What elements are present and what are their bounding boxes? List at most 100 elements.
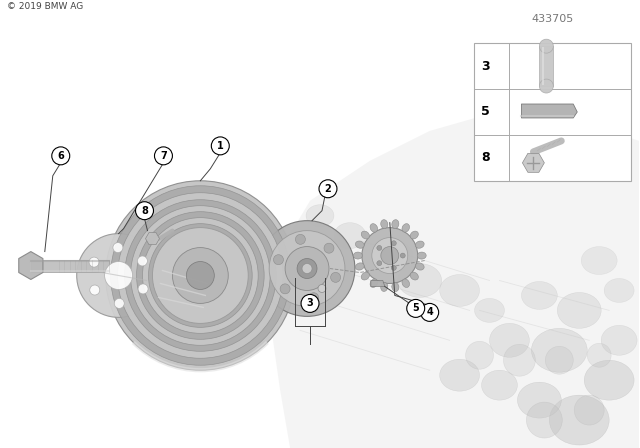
- Circle shape: [331, 272, 340, 282]
- Circle shape: [588, 343, 611, 367]
- Circle shape: [465, 341, 493, 369]
- Circle shape: [90, 285, 100, 295]
- Ellipse shape: [531, 328, 588, 372]
- Ellipse shape: [604, 279, 634, 302]
- Ellipse shape: [392, 220, 399, 228]
- Ellipse shape: [377, 241, 413, 270]
- Circle shape: [301, 294, 319, 312]
- Text: 5: 5: [481, 105, 490, 118]
- Ellipse shape: [381, 283, 388, 292]
- Circle shape: [77, 233, 161, 317]
- Circle shape: [391, 241, 396, 246]
- Circle shape: [296, 234, 305, 244]
- Circle shape: [269, 231, 345, 306]
- Circle shape: [297, 258, 317, 279]
- Circle shape: [381, 246, 399, 264]
- Ellipse shape: [601, 325, 637, 355]
- Ellipse shape: [417, 252, 426, 259]
- Circle shape: [148, 224, 252, 327]
- Ellipse shape: [557, 293, 601, 328]
- Circle shape: [111, 186, 290, 365]
- Ellipse shape: [381, 220, 388, 228]
- Text: 2: 2: [324, 184, 332, 194]
- Polygon shape: [145, 233, 159, 245]
- Text: 7: 7: [160, 151, 167, 161]
- Ellipse shape: [517, 382, 561, 418]
- Bar: [540, 46, 554, 86]
- Circle shape: [273, 255, 284, 265]
- Text: 3: 3: [481, 60, 490, 73]
- Circle shape: [545, 346, 573, 374]
- Polygon shape: [371, 280, 385, 286]
- Circle shape: [287, 235, 343, 290]
- Circle shape: [211, 137, 229, 155]
- Circle shape: [136, 212, 264, 339]
- Circle shape: [299, 246, 331, 279]
- Ellipse shape: [361, 272, 369, 280]
- Ellipse shape: [584, 360, 634, 400]
- Ellipse shape: [581, 246, 617, 275]
- Circle shape: [377, 261, 382, 266]
- Ellipse shape: [361, 231, 369, 239]
- Circle shape: [308, 293, 319, 303]
- Circle shape: [504, 345, 536, 376]
- Ellipse shape: [490, 323, 529, 357]
- Circle shape: [143, 218, 258, 333]
- Text: 1: 1: [217, 141, 223, 151]
- Ellipse shape: [522, 281, 557, 310]
- Circle shape: [172, 248, 228, 303]
- Polygon shape: [522, 104, 577, 118]
- Ellipse shape: [392, 283, 399, 292]
- Ellipse shape: [370, 224, 378, 232]
- Ellipse shape: [474, 298, 504, 323]
- Circle shape: [52, 147, 70, 165]
- Circle shape: [106, 181, 295, 370]
- Text: 6: 6: [58, 151, 64, 161]
- Circle shape: [125, 200, 276, 351]
- Bar: [31, 259, 109, 271]
- Circle shape: [372, 237, 408, 274]
- Circle shape: [89, 257, 99, 267]
- Circle shape: [259, 221, 355, 316]
- Circle shape: [138, 284, 148, 294]
- Ellipse shape: [410, 272, 419, 280]
- Circle shape: [407, 299, 425, 317]
- Circle shape: [118, 193, 283, 358]
- Ellipse shape: [355, 263, 364, 270]
- Ellipse shape: [402, 224, 410, 232]
- Circle shape: [285, 246, 329, 290]
- Circle shape: [319, 180, 337, 198]
- Ellipse shape: [402, 279, 410, 288]
- Ellipse shape: [415, 263, 424, 270]
- Ellipse shape: [355, 241, 364, 248]
- Text: 3: 3: [307, 298, 314, 308]
- Circle shape: [391, 265, 396, 271]
- Circle shape: [540, 79, 554, 93]
- Ellipse shape: [410, 231, 419, 239]
- Circle shape: [318, 284, 326, 293]
- Text: 433705: 433705: [531, 14, 573, 24]
- Ellipse shape: [481, 370, 517, 400]
- Circle shape: [324, 243, 334, 253]
- Ellipse shape: [398, 263, 442, 297]
- Circle shape: [302, 263, 312, 274]
- Circle shape: [540, 39, 554, 53]
- Polygon shape: [270, 111, 639, 448]
- Circle shape: [154, 147, 172, 165]
- Circle shape: [362, 228, 418, 284]
- Circle shape: [131, 206, 270, 345]
- Circle shape: [115, 298, 124, 308]
- Text: 4: 4: [426, 307, 433, 317]
- Ellipse shape: [415, 241, 424, 248]
- Circle shape: [377, 246, 382, 250]
- Ellipse shape: [440, 359, 479, 391]
- Ellipse shape: [306, 205, 334, 227]
- Ellipse shape: [353, 252, 362, 259]
- Ellipse shape: [440, 275, 479, 306]
- Circle shape: [152, 228, 248, 323]
- Circle shape: [186, 262, 214, 289]
- Circle shape: [138, 256, 147, 266]
- Polygon shape: [19, 252, 43, 280]
- Circle shape: [136, 202, 154, 220]
- Ellipse shape: [549, 395, 609, 445]
